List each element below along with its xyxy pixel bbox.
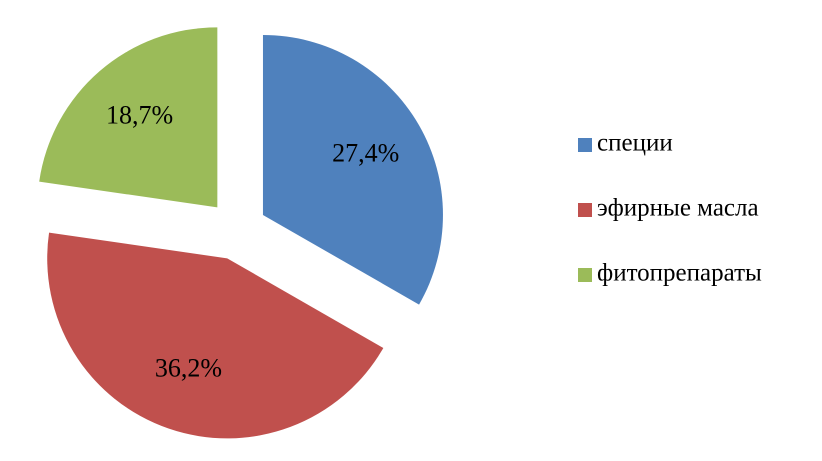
legend-swatch [578,268,592,282]
pie-slice [39,27,218,208]
data-label: 18,7% [106,100,173,129]
legend-swatch [578,138,592,152]
legend-label: эфирные масла [597,195,759,222]
pie-slice [262,34,443,305]
pie-slice [47,232,384,439]
data-label: 27,4% [332,138,399,167]
legend-label: специи [597,130,673,157]
legend-label: фитопрепараты [597,260,762,287]
data-label: 36,2% [155,354,222,383]
legend-swatch [578,203,592,217]
